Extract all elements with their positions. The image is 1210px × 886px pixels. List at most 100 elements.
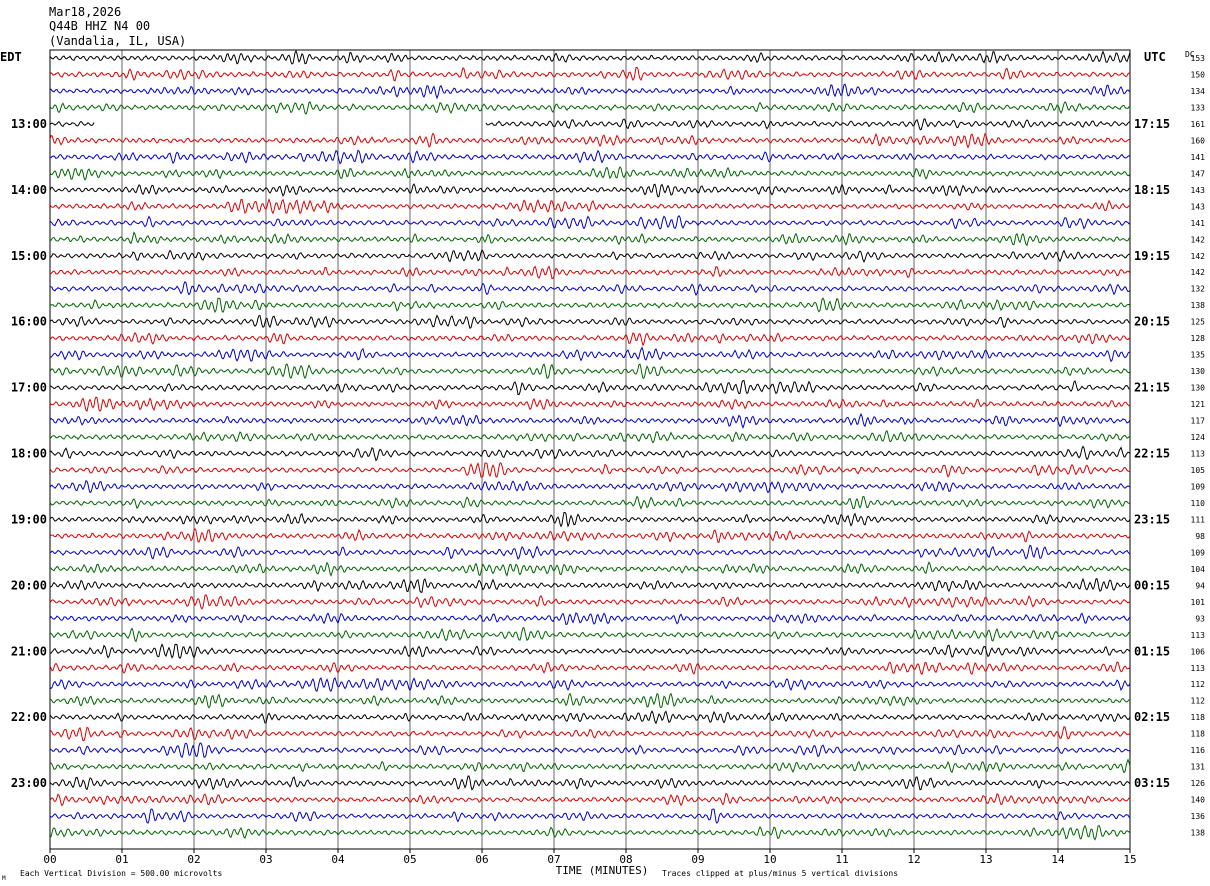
dc-offset-label: 138 (1191, 829, 1206, 838)
dc-offset-label: 112 (1191, 697, 1206, 706)
seismogram-trace (50, 149, 1131, 165)
seismogram-trace (49, 461, 1131, 478)
left-hour-label: 18:00 (11, 447, 47, 461)
left-hour-label: 13:00 (11, 117, 47, 131)
seismogram-trace (49, 594, 1131, 610)
dc-offset-label: 110 (1191, 499, 1206, 508)
scale-note: Each Vertical Division = 500.00 microvol… (20, 869, 222, 878)
x-tick-label: 15 (1123, 853, 1136, 866)
seismogram-trace (49, 511, 1131, 528)
left-hour-label: 19:00 (11, 512, 47, 526)
x-tick-label: 12 (907, 853, 920, 866)
dc-offset-label: 101 (1191, 598, 1206, 607)
seismogram-trace (49, 183, 1131, 198)
seismogram-trace (49, 132, 1131, 149)
seismogram-trace (49, 792, 1131, 807)
dc-offset-label: 116 (1191, 746, 1206, 755)
dc-offset-label: 142 (1191, 235, 1206, 244)
dc-offset-label: 93 (1195, 614, 1205, 623)
seismogram-trace (49, 775, 1131, 791)
left-hour-label: 21:00 (11, 644, 47, 658)
seismogram-trace (49, 363, 1131, 380)
x-tick-label: 03 (259, 853, 272, 866)
dc-offset-label: 94 (1195, 581, 1205, 590)
clip-note: Traces clipped at plus/minus 5 vertical … (662, 869, 898, 878)
seismogram-trace (49, 544, 1131, 560)
seismogram-trace (49, 561, 1131, 577)
x-tick-label: 13 (979, 853, 992, 866)
header-date: Mar18,2026 (49, 5, 121, 19)
seismogram-trace (49, 495, 1131, 510)
seismogram-trace (49, 479, 1131, 494)
header-station: Q44B HHZ N4 00 (49, 19, 150, 33)
dc-offset-label: 113 (1191, 664, 1206, 673)
left-hour-label: 14:00 (11, 183, 47, 197)
dc-offset-label: 134 (1191, 87, 1206, 96)
dc-offset-label: 113 (1191, 631, 1206, 640)
seismogram-trace (49, 758, 1131, 774)
seismogram-trace (49, 710, 1131, 725)
dc-offset-label: 125 (1191, 318, 1206, 327)
seismogram-trace (49, 331, 1131, 347)
seismogram-trace (49, 527, 1131, 543)
right-timezone-label: UTC (1144, 50, 1166, 64)
seismogram-trace (49, 231, 1131, 247)
left-hour-label: 17:00 (11, 381, 47, 395)
x-tick-label: 06 (475, 853, 488, 866)
dc-offset-label: 136 (1191, 812, 1206, 821)
dc-offset-label: 135 (1191, 351, 1206, 360)
dc-offset-label: 141 (1191, 153, 1206, 162)
left-hour-label: 20:00 (11, 578, 47, 592)
dc-header-label: DC (1185, 50, 1195, 59)
seismogram-trace (49, 577, 1131, 593)
right-hour-labels: 17:15 18:15 19:15 20:15 21:15 22:15 23:15 00:15… (1134, 117, 1170, 790)
seismogram-trace (49, 265, 1131, 280)
dc-offset-label: 150 (1191, 70, 1206, 79)
seismogram-trace (49, 280, 1131, 297)
dc-offset-label: 128 (1191, 334, 1206, 343)
dc-offset-labels: 153 150 134 133 161 160 141 147 143 143 141 142 142 1… (1191, 54, 1206, 838)
dc-offset-label: 113 (1191, 450, 1206, 459)
left-timezone-label: EDT (0, 50, 22, 64)
header-location: (Vandalia, IL, USA) (49, 34, 186, 48)
seismogram-trace (49, 83, 1131, 100)
header-block: Mar18,2026 Q44B HHZ N4 00 (Vandalia, IL,… (49, 5, 186, 48)
right-hour-label: 17:15 (1134, 117, 1170, 131)
seismogram-trace (49, 412, 1131, 429)
dc-offset-label: 132 (1191, 285, 1206, 294)
seismogram-trace (49, 166, 1131, 181)
seismogram-trace (49, 49, 1131, 65)
x-tick-label: 14 (1051, 853, 1065, 866)
seismogram-trace (49, 101, 1131, 115)
dc-offset-label: 98 (1195, 532, 1205, 541)
right-hour-label: 03:15 (1134, 776, 1170, 790)
seismogram-trace (49, 249, 1131, 264)
seismogram-trace (49, 215, 1131, 230)
dc-offset-label: 130 (1191, 367, 1206, 376)
dc-offset-label: 121 (1191, 400, 1206, 409)
x-axis-title: TIME (MINUTES) (556, 864, 649, 877)
seismogram-trace (49, 627, 1131, 643)
seismogram-trace (49, 380, 1131, 396)
seismogram-trace (49, 430, 1131, 444)
dc-offset-label: 142 (1191, 268, 1206, 277)
dc-offset-label: 105 (1191, 466, 1206, 475)
dc-offset-label: 130 (1191, 384, 1206, 393)
dc-offset-label: 143 (1191, 202, 1206, 211)
dc-offset-label: 112 (1191, 680, 1206, 689)
seismogram-trace (49, 66, 1131, 82)
left-hour-label: 22:00 (11, 710, 47, 724)
x-tick-label: 00 (43, 853, 56, 866)
seismogram-trace (49, 742, 1131, 759)
seismogram-trace (49, 118, 1131, 131)
seismogram-trace (49, 445, 1131, 462)
seismogram-trace (49, 396, 1131, 412)
corner-mark: M (2, 875, 6, 882)
dc-offset-label: 138 (1191, 301, 1206, 310)
x-tick-label: 02 (187, 853, 200, 866)
dc-offset-label: 111 (1191, 515, 1206, 524)
dc-offset-label: 143 (1191, 186, 1206, 195)
right-hour-label: 20:15 (1134, 315, 1170, 329)
right-hour-label: 23:15 (1134, 512, 1170, 526)
dc-offset-label: 147 (1191, 169, 1206, 178)
